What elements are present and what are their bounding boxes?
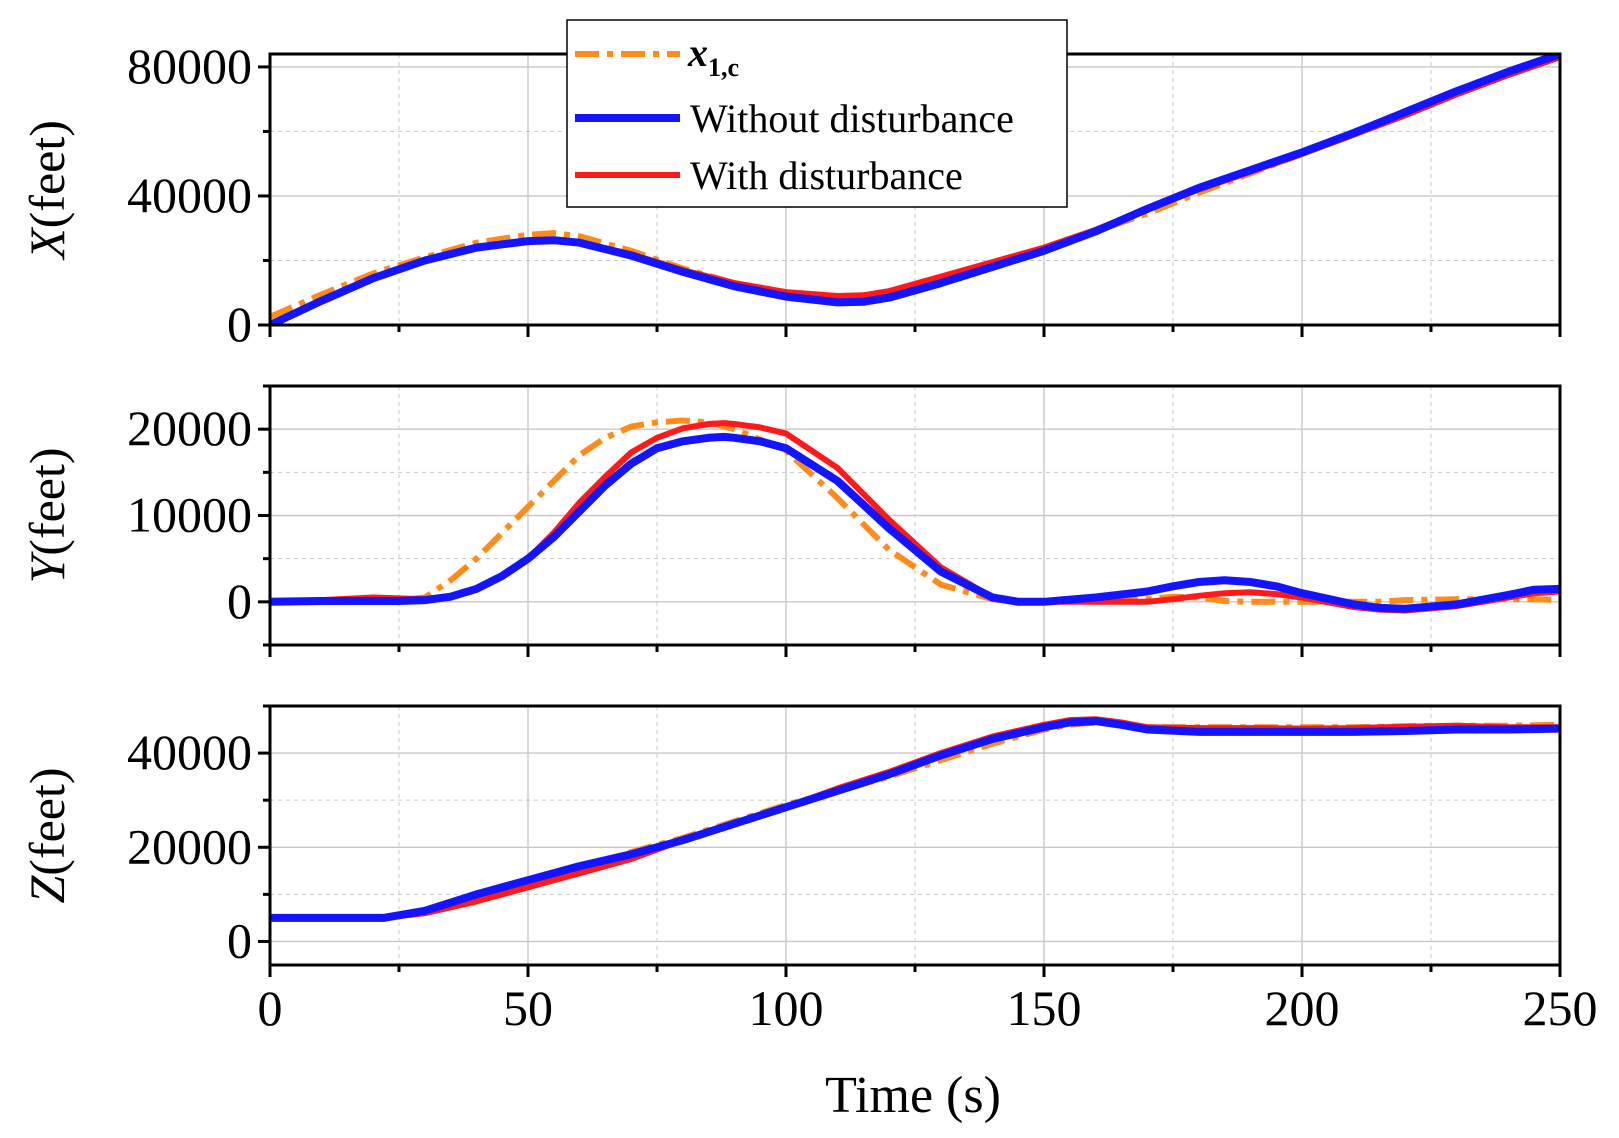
series-group [270, 417, 1560, 614]
panel-x: 0 40000 80000 X(feet) [19, 38, 1562, 352]
panel-y: 0 10000 20000 Y(feet) [19, 384, 1562, 657]
legend-label-x1c-main: x [687, 30, 708, 75]
series-line-without [270, 717, 1560, 922]
legend-label-x1c-sub: 1,c [708, 53, 739, 82]
x-tick-label: 0 [258, 980, 283, 1036]
y-tick-label: 40000 [127, 167, 252, 223]
series-line-x1c [270, 417, 1560, 605]
legend-label-without: Without disturbance [690, 96, 1014, 141]
y-tick-label: 0 [227, 573, 252, 629]
y-axis-title-unit: (feet) [19, 120, 75, 228]
y-axis-title-var: Y [19, 551, 75, 584]
legend: x1,c Without disturbance With disturbanc… [566, 19, 1068, 208]
series-group [270, 716, 1560, 922]
y-tick-label: 20000 [127, 818, 252, 874]
x-tick-label: 250 [1523, 980, 1598, 1036]
x-axis-title: Time (s) [825, 1067, 1001, 1124]
series-group [270, 54, 1560, 325]
y-axis-title-var: Z [19, 875, 75, 904]
panel-z: 0 20000 40000 Z(feet) 0 50 100 150 200 250 [19, 704, 1598, 1036]
y-tick-label: 0 [227, 296, 252, 352]
series-line-without [270, 432, 1560, 613]
legend-label-with: With disturbance [690, 153, 963, 198]
y-axis-title: Y(feet) [19, 447, 75, 583]
y-axis-title: Z(feet) [19, 767, 75, 903]
y-tick-label: 40000 [127, 724, 252, 780]
y-axis-title: X(feet) [19, 120, 75, 261]
y-tick-label: 10000 [127, 487, 252, 543]
series-line-without [270, 54, 1560, 325]
y-tick-label: 0 [227, 912, 252, 968]
x-tick-label: 200 [1265, 980, 1340, 1036]
y-axis-title-unit: (feet) [19, 447, 75, 555]
x-tick-label: 50 [503, 980, 553, 1036]
y-tick-label: 80000 [127, 38, 252, 94]
y-axis-title-unit: (feet) [19, 767, 75, 875]
x-tick-label: 150 [1007, 980, 1082, 1036]
legend-label-x1c: x1,c [687, 30, 739, 82]
panels: 04000080000X(feet)01000020000Y(feet)0200… [19, 38, 1598, 1036]
x-tick-label: 100 [749, 980, 824, 1036]
y-tick-label: 20000 [127, 400, 252, 456]
y-axis-title-var: X [19, 226, 75, 261]
